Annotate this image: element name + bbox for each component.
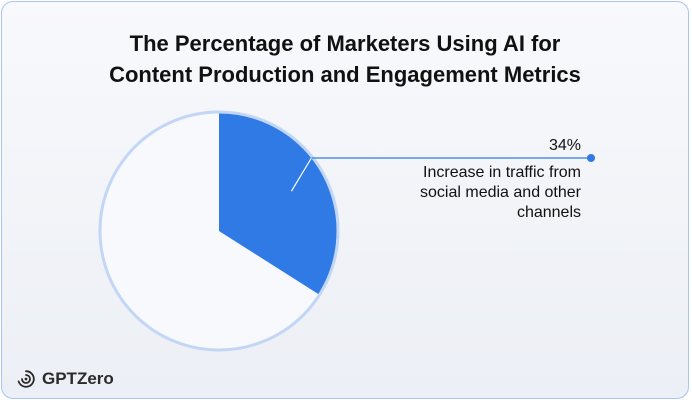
gptzero-logo-icon bbox=[17, 370, 35, 388]
chart-title-line-2: Content Production and Engagement Metric… bbox=[109, 62, 581, 87]
leader-line bbox=[290, 157, 312, 192]
pie-slice-traffic-increase bbox=[219, 112, 338, 295]
pie-outline-ring bbox=[98, 110, 340, 352]
brand: GPTZero bbox=[16, 369, 114, 389]
slice-label-line-1: Increase in traffic from bbox=[423, 164, 581, 181]
slice-label-line-3: channels bbox=[517, 204, 581, 221]
leader-endpoint-dot bbox=[587, 154, 595, 162]
chart-title: The Percentage of Marketers Using AI for… bbox=[2, 28, 688, 90]
brand-name: GPTZero bbox=[42, 369, 114, 388]
chart-title-line-1: The Percentage of Marketers Using AI for bbox=[129, 31, 561, 56]
slice-label-line-2: social media and other bbox=[420, 184, 582, 201]
slice-value-label: 34% bbox=[549, 137, 581, 154]
